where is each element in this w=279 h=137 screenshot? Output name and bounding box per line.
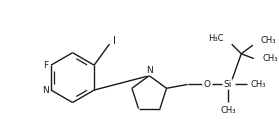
Text: H₃C: H₃C [209, 34, 224, 43]
Text: N: N [42, 86, 49, 95]
Text: CH₃: CH₃ [262, 54, 278, 63]
Text: CH₃: CH₃ [220, 105, 236, 115]
Text: N: N [146, 66, 153, 75]
Text: CH₃: CH₃ [251, 80, 266, 89]
Text: CH₃: CH₃ [261, 36, 276, 45]
Text: I: I [113, 36, 116, 46]
Text: F: F [43, 61, 48, 70]
Text: Si: Si [224, 80, 232, 89]
Text: O: O [203, 80, 210, 89]
